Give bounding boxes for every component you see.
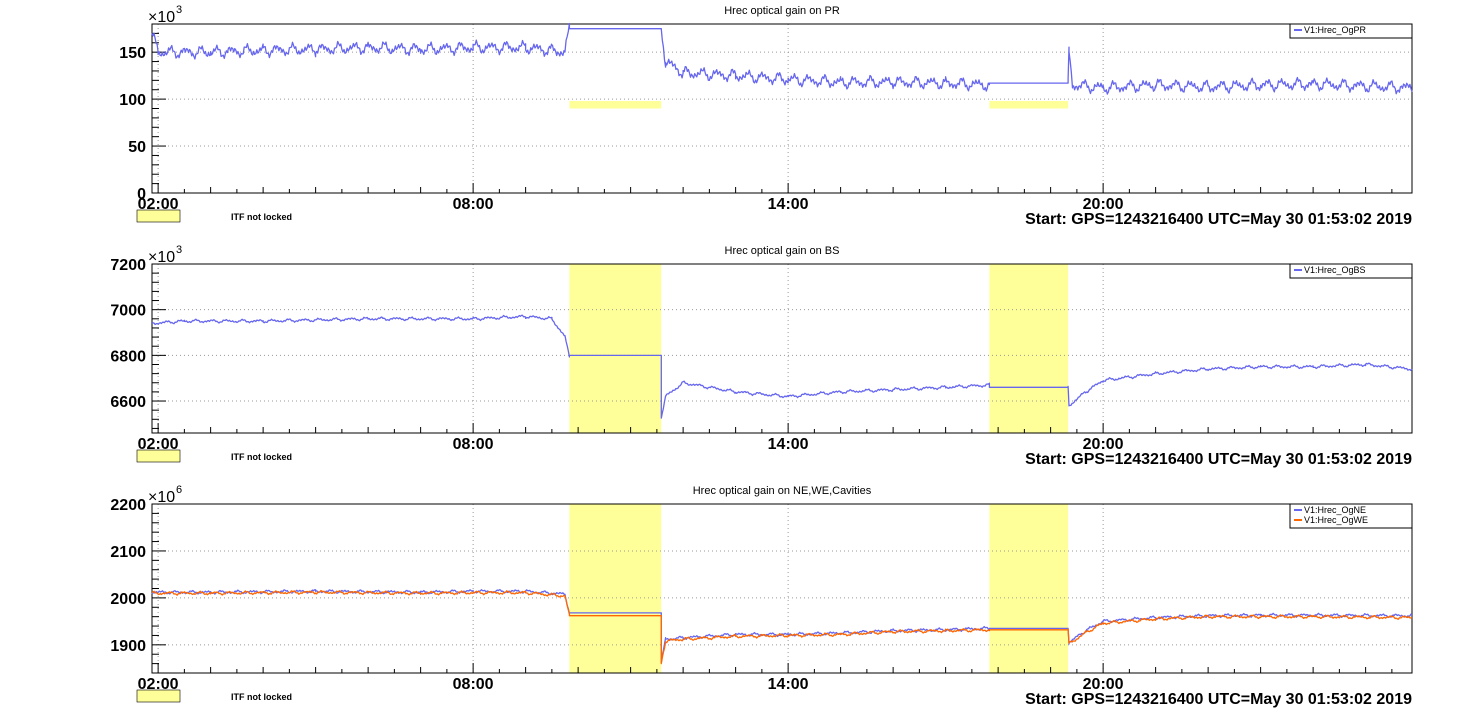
legend-box <box>1289 263 1413 279</box>
plot-frame <box>151 23 1413 194</box>
unlocked-band <box>989 264 1069 433</box>
unlocked-band <box>989 100 1069 109</box>
y-tick-label: 6800 <box>110 348 146 365</box>
x-tick-label: 02:00 <box>138 676 179 693</box>
y-tick-label: 6600 <box>110 394 146 411</box>
y-tick-label: 1900 <box>110 638 146 655</box>
y-tick-label: 2000 <box>110 591 146 608</box>
legend-box <box>1289 23 1413 39</box>
chart-panel: Hrec optical gain on NE,WE,Cavities 02:00… <box>110 484 1413 708</box>
unlocked-band <box>569 100 662 109</box>
unlocked-band <box>989 504 1069 673</box>
legend-entry: V1:Hrec_OgNE <box>1304 505 1366 515</box>
x-tick-label: 14:00 <box>768 196 809 213</box>
plot-frame <box>151 503 1413 674</box>
legend-entry: V1:Hrec_OgPR <box>1304 25 1367 35</box>
y-tick-label: 100 <box>119 92 146 109</box>
x-tick-label: 08:00 <box>453 436 494 453</box>
y-tick-label: 50 <box>128 139 146 156</box>
legend-box <box>1289 503 1413 529</box>
itf-swatch <box>136 689 181 703</box>
series-line <box>151 589 1413 665</box>
itf-swatch <box>136 209 181 223</box>
start-info: Start: GPS=1243216400 UTC=May 30 01:53:0… <box>1025 211 1412 228</box>
y-tick-label: 2200 <box>110 497 146 514</box>
series-line <box>151 22 1413 95</box>
legend-entry: V1:Hrec_OgWE <box>1304 515 1368 525</box>
x-tick-label: 20:00 <box>1083 436 1124 453</box>
chart-title: Hrec optical gain on NE,WE,Cavities <box>693 485 872 497</box>
x-tick-label: 02:00 <box>138 196 179 213</box>
x-tick-label: 08:00 <box>453 676 494 693</box>
start-info: Start: GPS=1243216400 UTC=May 30 01:53:0… <box>1025 451 1412 468</box>
series-line <box>151 314 1413 419</box>
y-tick-label: 150 <box>119 45 146 62</box>
x-tick-label: 14:00 <box>768 676 809 693</box>
axis-multiplier-exponent: 6 <box>176 484 182 496</box>
axis-multiplier-base: ×10 <box>148 9 175 26</box>
y-tick-label: 2100 <box>110 544 146 561</box>
chart-panel: Hrec optical gain on PR 02:00 08:00 14:00 20… <box>119 4 1413 228</box>
chart-title: Hrec optical gain on PR <box>724 5 840 17</box>
start-info: Start: GPS=1243216400 UTC=May 30 01:53:0… <box>1025 691 1412 708</box>
x-tick-label: 20:00 <box>1083 196 1124 213</box>
chart-panel: Hrec optical gain on BS 02:00 08:00 14:00 20… <box>110 244 1413 468</box>
y-tick-label: 7200 <box>110 257 146 274</box>
itf-label: ITF not locked <box>231 212 292 222</box>
axis-multiplier-base: ×10 <box>148 489 175 506</box>
plot-frame <box>151 263 1413 434</box>
unlocked-band <box>569 504 662 673</box>
axis-multiplier-base: ×10 <box>148 249 175 266</box>
axis-multiplier-exponent: 3 <box>176 4 182 16</box>
itf-label: ITF not locked <box>231 452 292 462</box>
axis-multiplier-exponent: 3 <box>176 244 182 256</box>
itf-swatch <box>136 449 181 463</box>
itf-label: ITF not locked <box>231 692 292 702</box>
x-tick-label: 14:00 <box>768 436 809 453</box>
series-line <box>151 589 1413 664</box>
y-tick-label: 7000 <box>110 303 146 320</box>
unlocked-band <box>569 264 662 433</box>
y-tick-label: 0 <box>137 186 146 203</box>
x-tick-label: 08:00 <box>453 196 494 213</box>
x-tick-label: 02:00 <box>138 436 179 453</box>
chart-title: Hrec optical gain on BS <box>725 245 840 257</box>
x-tick-label: 20:00 <box>1083 676 1124 693</box>
legend-entry: V1:Hrec_OgBS <box>1304 265 1366 275</box>
